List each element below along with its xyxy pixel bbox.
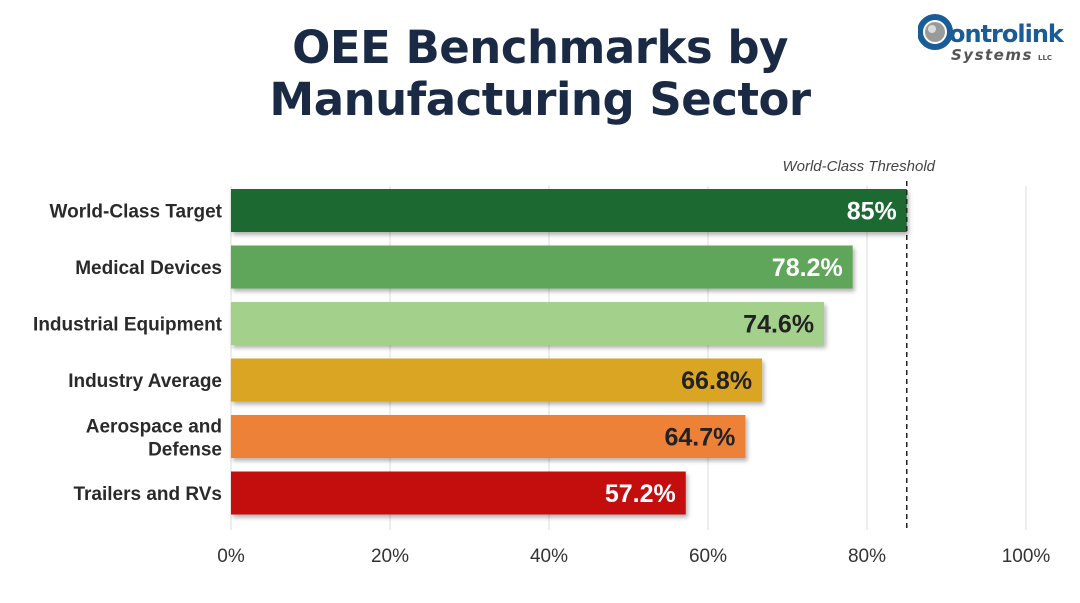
data-label: 78.2% [772, 254, 843, 282]
bar [231, 302, 825, 345]
data-label: 85% [847, 198, 897, 226]
x-tick-label: 100% [1002, 546, 1051, 567]
title-line-1: OEE Benchmarks by [292, 21, 788, 74]
title-line-2: Manufacturing Sector [269, 73, 811, 126]
controlink-logo: ontrolink Systems LLC [918, 14, 1066, 64]
data-label: 66.8% [681, 367, 752, 395]
bar [231, 189, 907, 232]
bar [231, 245, 853, 289]
data-label: 64.7% [664, 424, 735, 452]
data-label: 57.2% [605, 480, 676, 508]
svg-text:LLC: LLC [1038, 54, 1052, 62]
bar [231, 415, 746, 458]
svg-text:ontrolink: ontrolink [949, 20, 1065, 48]
category-label: World-Class Target [50, 202, 223, 223]
bar [231, 358, 763, 402]
bar [231, 471, 686, 515]
x-tick-label: 60% [689, 546, 727, 567]
category-label: Industry Average [68, 371, 222, 392]
category-label: Aerospace and [86, 417, 222, 438]
category-label: Medical Devices [75, 258, 222, 279]
data-label: 74.6% [743, 311, 814, 339]
svg-text:Systems: Systems [951, 46, 1033, 64]
x-tick-label: 0% [217, 546, 245, 567]
reference-line-label: World-Class Threshold [782, 158, 935, 175]
x-tick-label: 80% [848, 546, 886, 567]
x-tick-label: 20% [371, 546, 409, 567]
category-label: Defense [148, 440, 222, 461]
category-label: Industrial Equipment [33, 315, 223, 336]
category-label: Trailers and RVs [73, 484, 222, 505]
chart-title: OEE Benchmarks by Manufacturing Sector [0, 22, 1080, 126]
x-tick-label: 40% [530, 546, 568, 567]
